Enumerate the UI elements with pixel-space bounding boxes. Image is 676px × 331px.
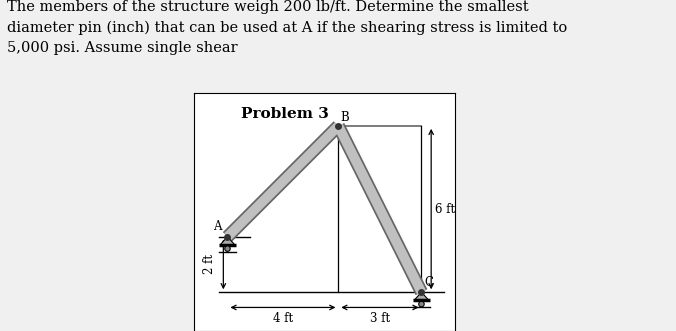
Text: The members of the structure weigh 200 lb/ft. Determine the smallest
diameter pi: The members of the structure weigh 200 l… [7,0,567,55]
Circle shape [418,301,425,307]
Text: C: C [425,276,434,289]
Polygon shape [220,237,235,245]
Text: 6 ft: 6 ft [435,203,456,215]
Text: 4 ft: 4 ft [273,312,293,325]
Text: 3 ft: 3 ft [370,312,390,325]
Text: 2 ft: 2 ft [203,255,216,274]
Polygon shape [414,292,429,300]
Text: B: B [341,111,349,124]
Circle shape [224,246,231,252]
Text: Problem 3: Problem 3 [241,107,329,120]
Text: A: A [214,220,222,233]
